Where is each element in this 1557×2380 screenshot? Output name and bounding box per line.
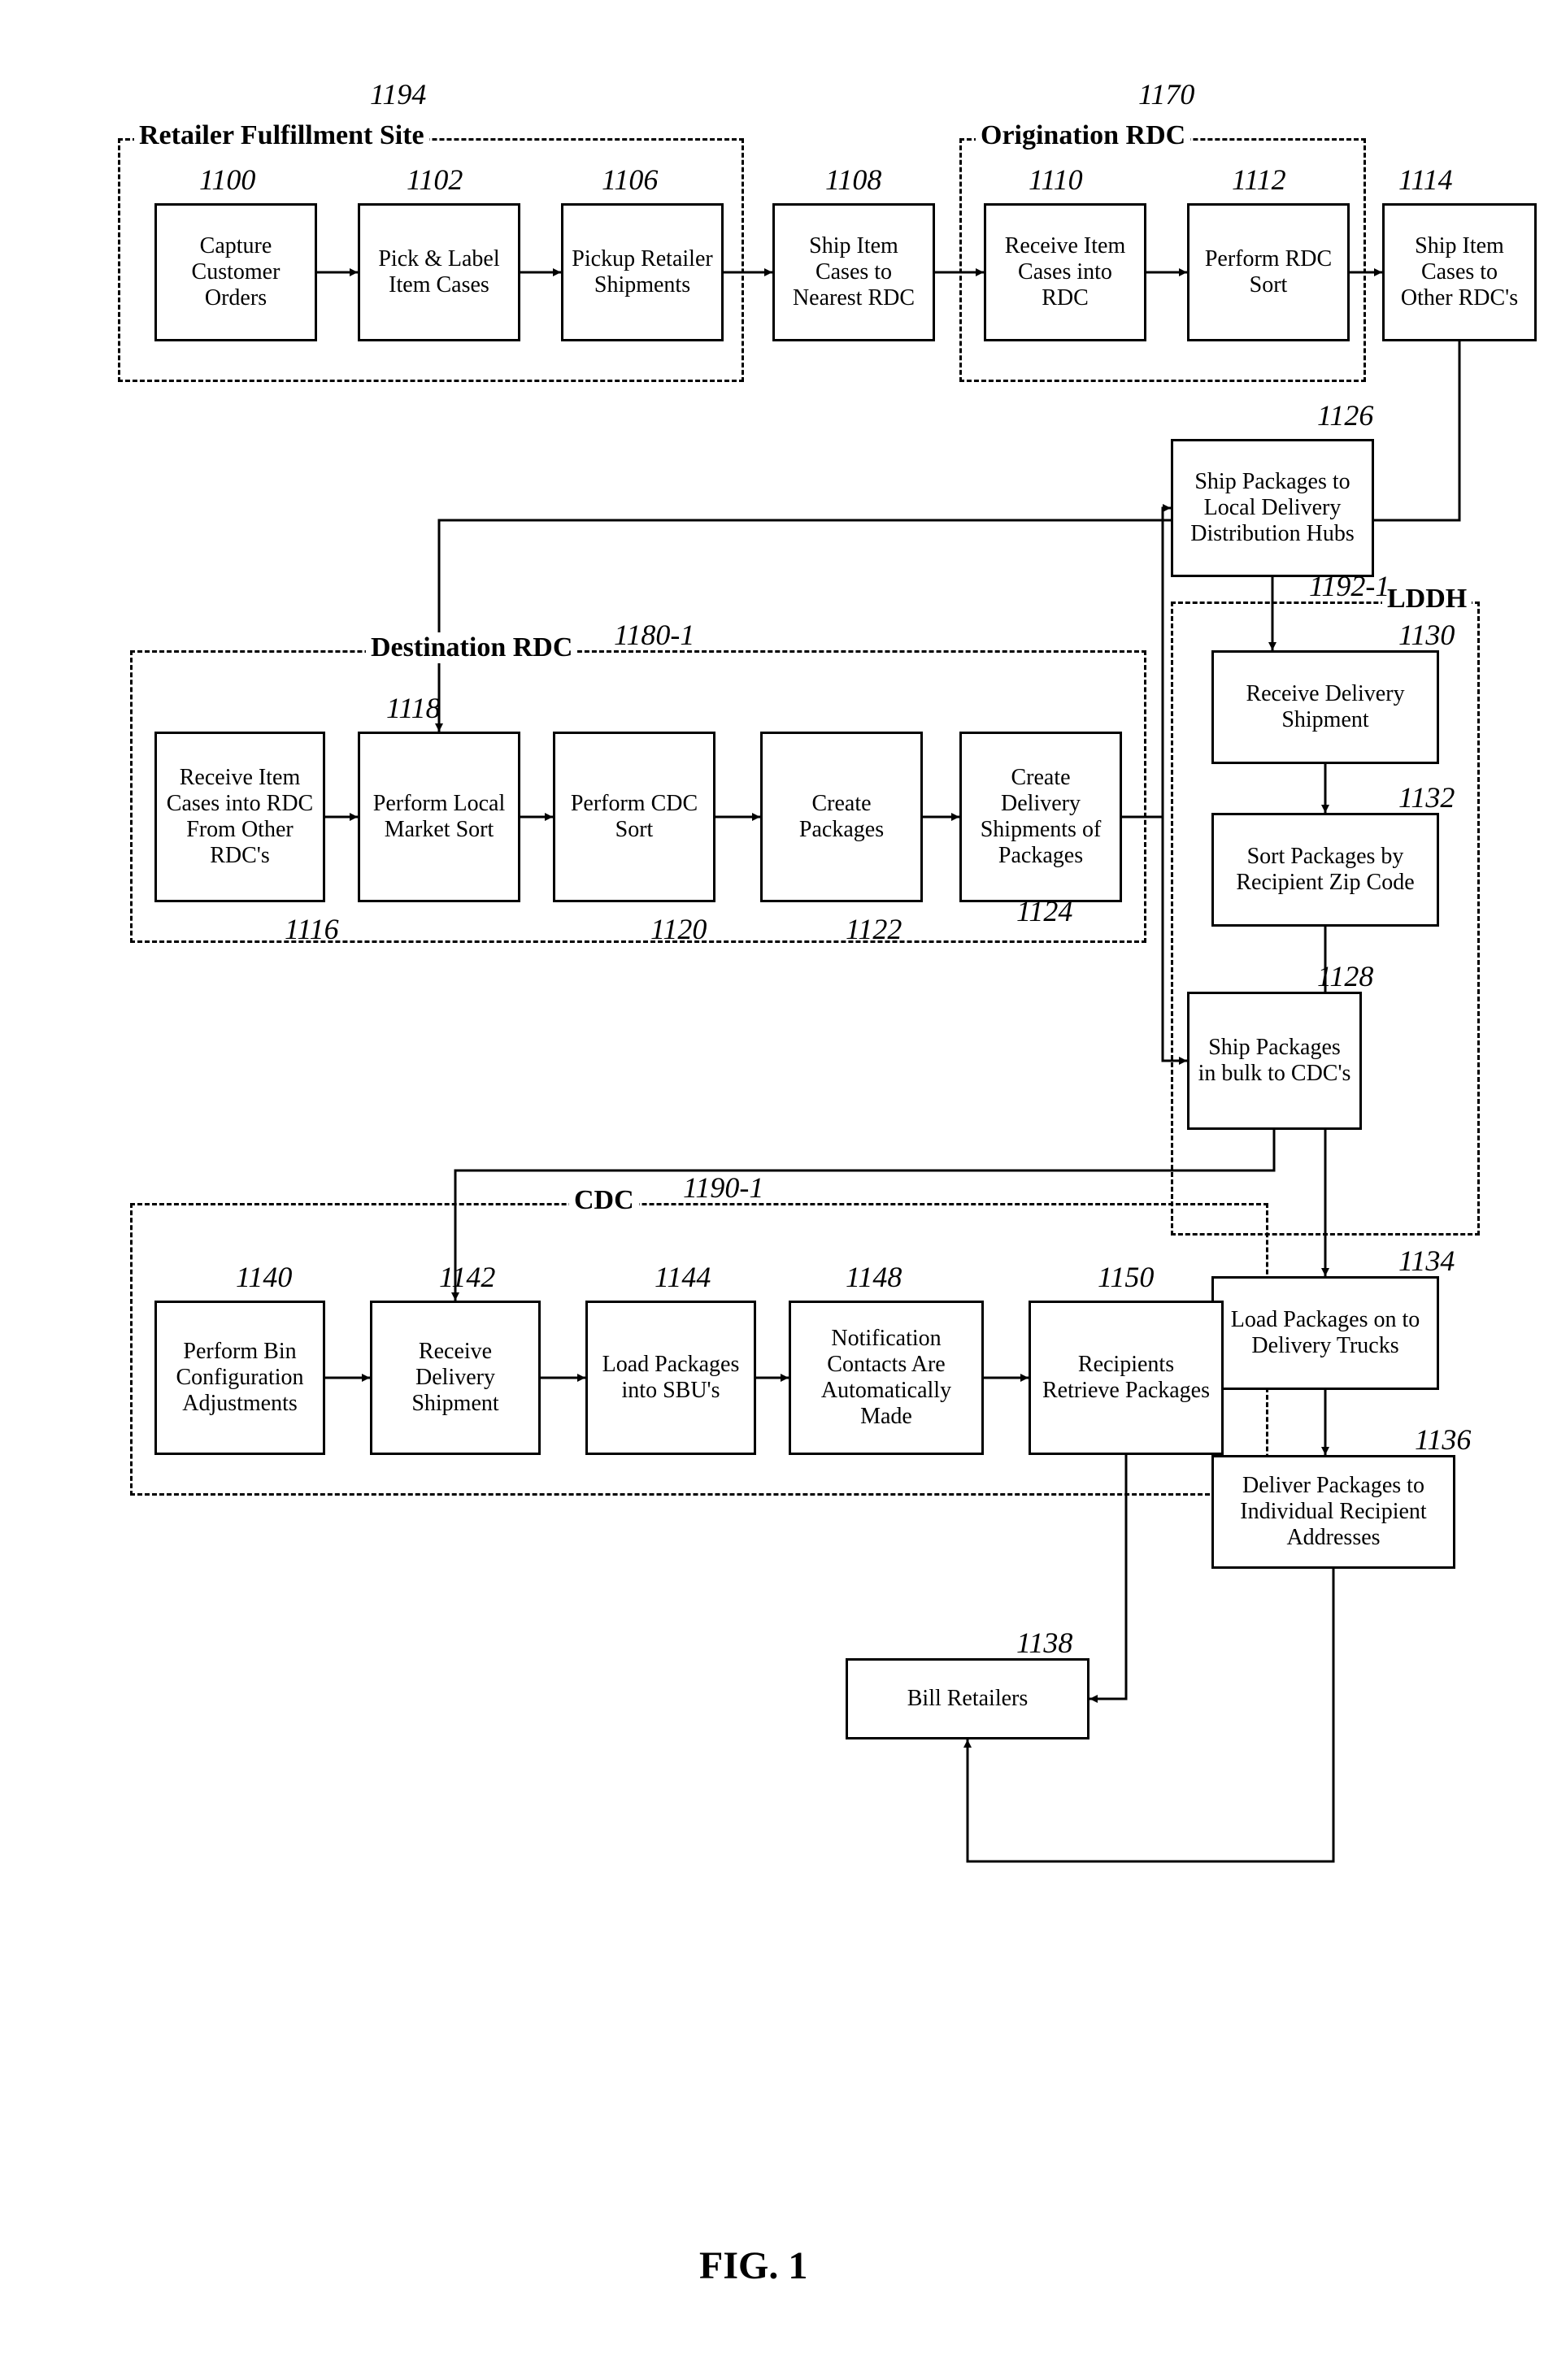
node-n1124: Create Delivery Shipments of Packages <box>959 732 1122 902</box>
node-n1128: Ship Packages in bulk to CDC's <box>1187 992 1362 1130</box>
node-n1134: Load Packages on to Delivery Trucks <box>1211 1276 1439 1390</box>
ref-1110: 1110 <box>1029 163 1083 197</box>
ref-1102: 1102 <box>407 163 463 197</box>
node-n1132: Sort Packages by Recipient Zip Code <box>1211 813 1439 927</box>
node-n1142: Receive Delivery Shipment <box>370 1301 541 1455</box>
ref-1190-1: 1190-1 <box>683 1170 763 1205</box>
node-n1140: Perform Bin Configuration Adjustments <box>154 1301 325 1455</box>
ref-1144: 1144 <box>655 1260 711 1294</box>
node-n1106: Pickup Retailer Shipments <box>561 203 724 341</box>
group-label-lddh: LDDH <box>1382 584 1472 615</box>
ref-1180-1: 1180-1 <box>614 618 694 652</box>
ref-1130: 1130 <box>1398 618 1455 652</box>
node-n1112: Perform RDC Sort <box>1187 203 1350 341</box>
node-n1126: Ship Packages to Local Delivery Distribu… <box>1171 439 1374 577</box>
node-n1116: Receive Item Cases into RDC From Other R… <box>154 732 325 902</box>
node-n1148: Notification Contacts Are Automatically … <box>789 1301 984 1455</box>
node-n1122: Create Packages <box>760 732 923 902</box>
ref-1148: 1148 <box>846 1260 902 1294</box>
ref-1120: 1120 <box>650 912 707 946</box>
ref-1138: 1138 <box>1016 1626 1072 1660</box>
node-n1118: Perform Local Market Sort <box>358 732 520 902</box>
node-n1100: Capture Customer Orders <box>154 203 317 341</box>
ref-1134: 1134 <box>1398 1244 1455 1278</box>
ref-1100: 1100 <box>199 163 255 197</box>
ref-1170: 1170 <box>1138 77 1194 111</box>
ref-1116: 1116 <box>285 912 339 946</box>
ref-1142: 1142 <box>439 1260 495 1294</box>
ref-1150: 1150 <box>1098 1260 1154 1294</box>
group-label-origination_rdc: Origination RDC <box>976 120 1190 151</box>
node-n1144: Load Packages into SBU's <box>585 1301 756 1455</box>
group-label-cdc: CDC <box>569 1185 639 1216</box>
node-n1108: Ship Item Cases to Nearest RDC <box>772 203 935 341</box>
diagram-canvas: FIG. 1 Retailer Fulfillment Site Originat… <box>33 33 1524 2347</box>
node-n1138: Bill Retailers <box>846 1658 1089 1739</box>
figure-label: FIG. 1 <box>699 2243 807 2288</box>
ref-1126: 1126 <box>1317 398 1373 432</box>
ref-1118: 1118 <box>386 691 441 725</box>
ref-1128: 1128 <box>1317 959 1373 993</box>
node-n1102: Pick & Label Item Cases <box>358 203 520 341</box>
node-n1114: Ship Item Cases to Other RDC's <box>1382 203 1537 341</box>
ref-1132: 1132 <box>1398 780 1455 814</box>
ref-1108: 1108 <box>825 163 881 197</box>
ref-1122: 1122 <box>846 912 902 946</box>
ref-1140: 1140 <box>236 1260 292 1294</box>
ref-1194: 1194 <box>370 77 426 111</box>
ref-1192-1: 1192-1 <box>1309 569 1390 603</box>
ref-1114: 1114 <box>1398 163 1453 197</box>
group-label-retailer_fulfillment: Retailer Fulfillment Site <box>134 120 429 151</box>
node-n1136: Deliver Packages to Individual Recipient… <box>1211 1455 1455 1569</box>
ref-1106: 1106 <box>602 163 658 197</box>
group-label-destination_rdc: Destination RDC <box>366 632 577 663</box>
ref-1136: 1136 <box>1415 1422 1471 1457</box>
ref-1112: 1112 <box>1232 163 1286 197</box>
node-n1130: Receive Delivery Shipment <box>1211 650 1439 764</box>
node-n1110: Receive Item Cases into RDC <box>984 203 1146 341</box>
node-n1120: Perform CDC Sort <box>553 732 715 902</box>
ref-1124: 1124 <box>1016 894 1072 928</box>
node-n1150: Recipients Retrieve Packages <box>1029 1301 1224 1455</box>
